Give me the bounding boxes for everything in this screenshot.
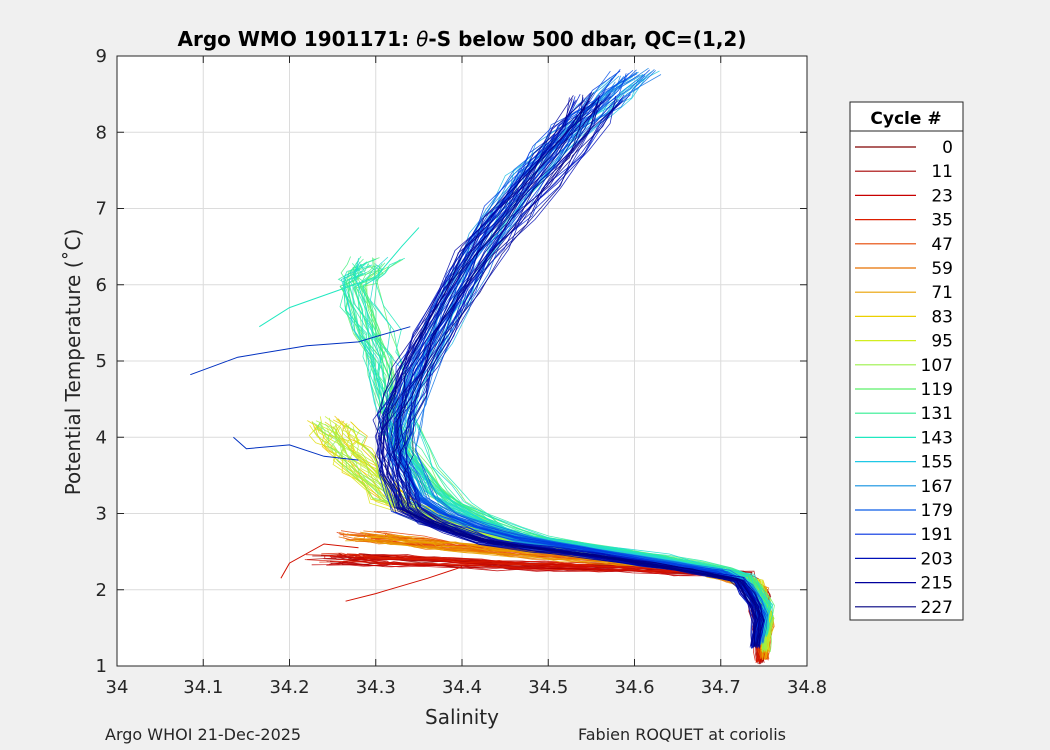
footer-author: Fabien ROQUET at coriolis [578, 725, 786, 744]
profile-line [259, 227, 420, 328]
chart-title: Argo WMO 1901171: θ-S below 500 dbar, QC… [178, 27, 747, 51]
legend-label: 227 [921, 598, 953, 618]
profile-line [393, 97, 761, 647]
profile-line [414, 69, 769, 643]
profile-line [376, 98, 755, 646]
legend-label: 35 [931, 211, 953, 231]
x-tick-label: 34.8 [787, 677, 827, 698]
y-tick-label: 9 [96, 46, 107, 67]
y-tick-label: 4 [96, 427, 107, 448]
x-tick-label: 34.5 [528, 677, 568, 698]
y-tick-label: 2 [96, 580, 107, 601]
profile-line [369, 256, 774, 636]
legend-label: 143 [921, 428, 953, 448]
x-tick-label: 34.2 [269, 677, 309, 698]
legend-label: 59 [931, 259, 953, 279]
legend-label: 71 [931, 283, 953, 303]
legend-label: 107 [921, 356, 953, 376]
profile-line [379, 100, 757, 647]
legend-label: 203 [921, 549, 953, 569]
legend-label: 191 [921, 525, 953, 545]
profile-line [355, 264, 770, 637]
profile-line [397, 102, 765, 649]
profile-line [394, 99, 761, 647]
profile-line [345, 566, 463, 602]
x-tick-label: 34.7 [701, 677, 741, 698]
legend-label: 155 [921, 453, 953, 473]
legend-label: 23 [931, 186, 953, 206]
profile-line [280, 543, 359, 579]
profile-line [405, 95, 764, 648]
y-tick-label: 6 [96, 275, 107, 296]
profile-line [403, 99, 764, 647]
y-tick-label: 5 [96, 351, 107, 372]
x-tick-label: 34.4 [442, 677, 482, 698]
y-axis-label: Potential Temperature (˚C) [61, 229, 85, 496]
legend-label: 95 [931, 332, 953, 352]
y-tick-label: 1 [96, 656, 107, 677]
legend-label: 83 [931, 307, 953, 327]
profile-line [377, 95, 753, 648]
legend-label: 215 [921, 574, 953, 594]
legend-items: 0 11 23 35 47 59 71 83 95 107 119 131 143 155 167 179 19… [855, 138, 953, 618]
legend-title: Cycle # [870, 109, 941, 129]
y-tick-label: 7 [96, 199, 107, 220]
chart-title-theta: θ [416, 27, 428, 51]
chart-title-suffix: -S below 500 dbar, QC=(1,2) [428, 27, 746, 51]
chart-title-prefix: Argo WMO 1901171: [178, 27, 417, 51]
legend-label: 167 [921, 477, 953, 497]
legend-label: 11 [931, 162, 953, 182]
legend-label: 119 [921, 380, 953, 400]
legend-label: 0 [942, 138, 953, 158]
trace-layer [190, 67, 775, 665]
profile-line [190, 326, 411, 376]
x-tick-label: 34.3 [356, 677, 396, 698]
profile-line [233, 436, 359, 461]
x-tick-label: 34.1 [183, 677, 223, 698]
legend-label: 179 [921, 501, 953, 521]
x-tick-label: 34 [106, 677, 129, 698]
profile-line [383, 94, 757, 647]
profile-line [380, 92, 759, 647]
legend-label: 47 [931, 235, 953, 255]
y-tick-label: 3 [96, 504, 107, 525]
x-tick-label: 34.6 [614, 677, 654, 698]
profile-line [362, 265, 771, 635]
profile-line [362, 263, 772, 634]
y-tick-label: 8 [96, 122, 107, 143]
x-axis-label: Salinity [425, 705, 499, 729]
profile-line [390, 100, 763, 648]
axis-layer: 34 34.1 34.2 34.3 34.4 34.5 34.6 34.7 34.8123456… [96, 46, 827, 698]
legend: Cycle # 0 11 23 35 47 59 71 83 95 107 119 131 143 155… [849, 101, 964, 621]
legend-label: 131 [921, 404, 953, 424]
footer-source: Argo WHOI 21-Dec-2025 [105, 725, 302, 744]
